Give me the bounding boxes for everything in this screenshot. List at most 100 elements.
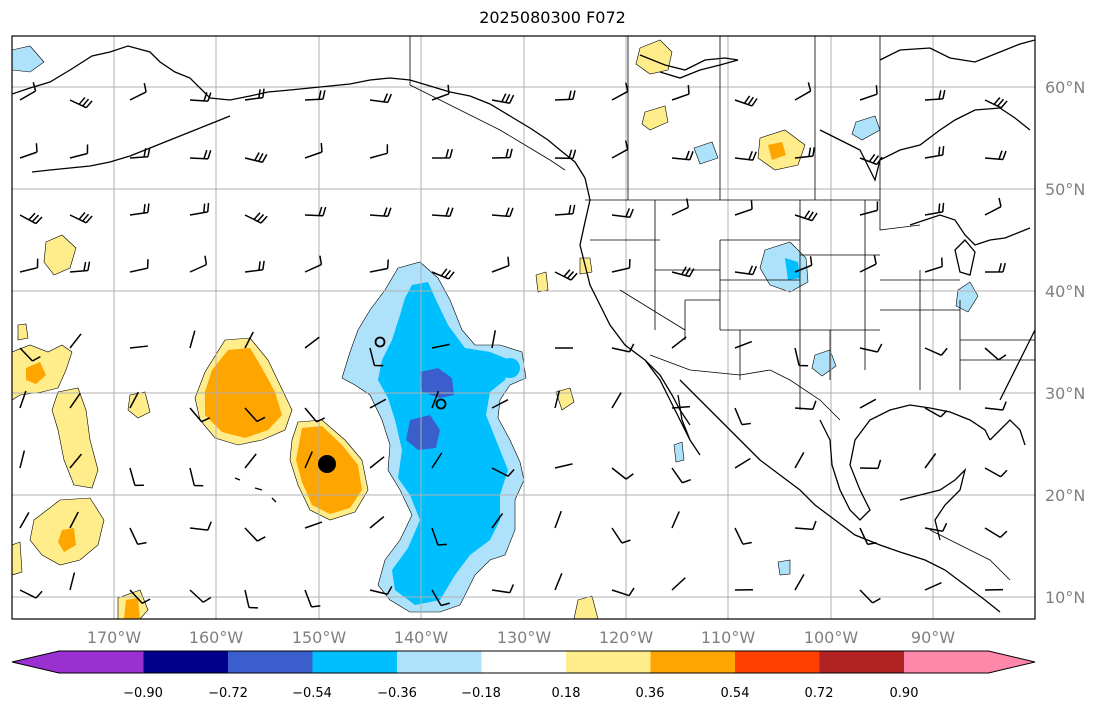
border-us-states [590,200,1035,410]
wind-barb [924,202,945,216]
wind-barb [369,586,393,595]
wind-barb [554,390,561,409]
wind-barb [491,207,514,218]
wind-barb [189,589,212,603]
wind-barb [924,89,946,101]
wind-barb [129,345,148,349]
wind-barb [859,255,877,273]
wind-barb [304,589,321,608]
wind-barb [431,343,450,349]
wind-barb [244,88,265,101]
wind-barb [924,453,937,469]
lat-label: 30°N [1045,384,1085,403]
wind-barb [794,400,817,411]
wind-barb [859,589,881,604]
wind-barb [491,512,504,529]
wind-barb [244,453,257,469]
wind-barb [244,152,268,163]
wind-barb [554,463,573,469]
colorbar-segment [904,651,990,673]
negative-anomaly-region [955,281,979,313]
wind-barb [671,336,687,349]
negative-anomaly-region [777,559,791,576]
wind-barb [189,467,204,487]
cyclone-marker-weak [435,398,447,410]
border-us-mexico [649,354,841,421]
wind-barb [189,407,211,423]
wind-barb [304,142,323,159]
wind-barb [369,347,384,367]
wind-barb [304,451,313,469]
colorbar-segment [819,651,905,673]
wind-barb [924,581,942,591]
positive-anomaly-region [635,39,673,75]
wind-barb [19,347,41,362]
wind-barb [671,577,686,591]
coastline-baja [644,359,701,456]
colorbar-extend-low [12,651,59,673]
lat-label: 40°N [1045,282,1085,301]
wind-barb [859,85,878,101]
wind-barb [69,453,83,469]
colorbar-labels: −0.90 −0.72 −0.54 −0.36 −0.18 0.18 0.36 … [123,686,918,701]
wind-barb [491,399,509,409]
wind-barb [369,516,385,529]
wind-barb [924,347,948,356]
colorbar-segment [650,651,736,673]
negative-anomaly-small [500,358,520,378]
coastline-canada [819,107,1031,182]
positive-anomaly-region [641,105,669,131]
positive-anomaly-core [26,362,46,384]
wind-barb [984,527,1008,538]
wind-barb [244,260,265,273]
wind-barb [794,147,816,159]
coastline-lake [954,239,976,276]
wind-barb [611,140,629,159]
colorbar-segment [735,651,821,673]
wind-barb [129,467,144,487]
wind-barb [304,90,326,101]
wind-barbs [19,82,1008,609]
negative-anomaly-region [12,45,45,73]
positive-anomaly-core [768,142,786,160]
colorbar-label: 0.36 [636,686,665,701]
wind-barb [369,259,389,273]
wind-barb [794,82,812,101]
coastline-great-lakes [909,214,1031,246]
wind-barb [491,93,515,104]
wind-barb [859,398,877,409]
wind-barb [69,261,91,273]
wind-barb [244,527,266,542]
wind-barb [611,392,622,409]
coastline-aleutians [31,115,231,173]
wind-barb [924,257,943,273]
wind-barb [859,343,883,353]
coastline-florida [989,419,1026,446]
wind-barb [431,207,454,218]
graticule [12,36,1035,619]
wind-barb [794,256,813,273]
wind-barb [554,510,562,529]
wind-barb [611,82,629,101]
wind-barb [304,521,323,529]
coastline-gulf-of-mexico [819,404,991,521]
wind-barb [304,255,323,273]
negative-anomaly-core [378,282,510,605]
wind-barb [734,265,758,276]
positive-anomaly-core [58,528,76,552]
negative-anomaly-region [851,115,881,141]
wind-barb [129,527,147,546]
wind-barb [734,527,752,545]
wind-barb [984,347,1007,361]
wind-barb [554,149,577,160]
positive-anomaly-core [124,598,140,619]
coastline-hawaii [234,477,277,503]
wind-barb [671,266,695,278]
colorbar-segment [59,651,145,673]
wind-barb [431,390,440,409]
lon-label: 100°W [804,628,859,647]
wind-barb [69,511,79,529]
cyclone-marker-strong [318,455,336,473]
wind-barb [304,407,326,423]
wind-barb [69,96,93,109]
